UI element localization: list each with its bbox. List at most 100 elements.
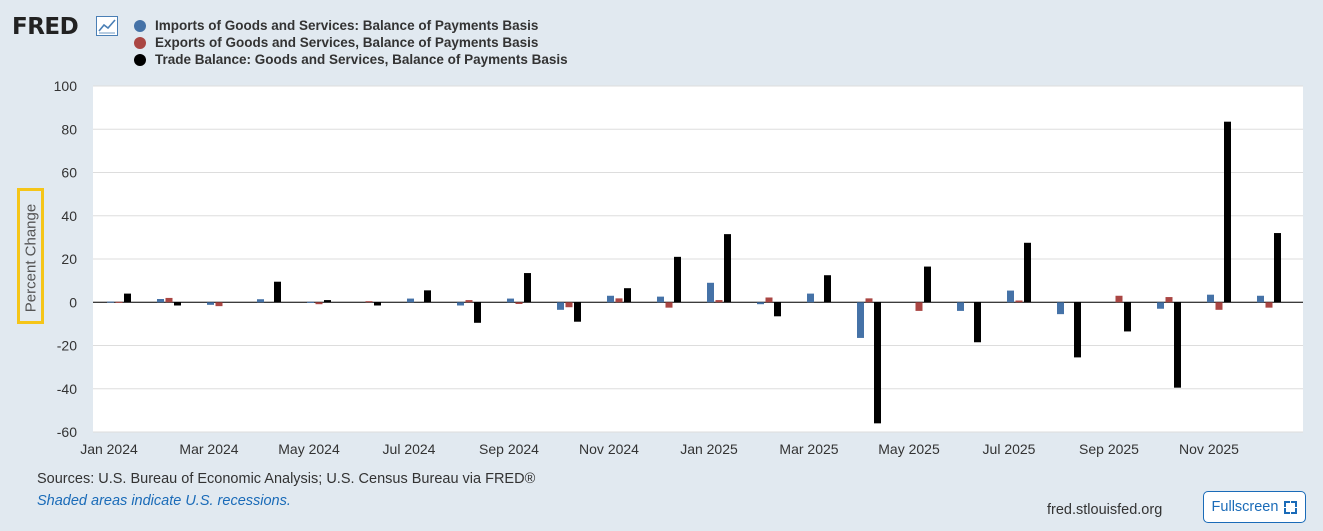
bar — [1215, 302, 1223, 310]
y-tick-label: -60 — [57, 424, 77, 440]
y-tick-label: 40 — [61, 208, 77, 224]
bar — [865, 298, 873, 303]
x-tick-label: Sep 2024 — [479, 441, 539, 457]
bar — [1224, 121, 1231, 303]
x-tick-label: Mar 2024 — [179, 441, 238, 457]
bar — [874, 302, 881, 424]
fullscreen-button[interactable]: Fullscreen — [1203, 491, 1306, 523]
bar — [524, 273, 531, 303]
bar — [707, 282, 714, 303]
bar — [557, 302, 564, 310]
bar — [857, 302, 864, 338]
bar — [974, 302, 981, 343]
bar — [465, 300, 473, 303]
x-tick-label: Jul 2025 — [983, 441, 1036, 457]
x-tick-label: Jan 2025 — [680, 441, 738, 457]
bar — [824, 275, 831, 303]
bar — [715, 300, 723, 303]
sources-text: Sources: U.S. Bureau of Economic Analysi… — [37, 471, 536, 487]
bar — [157, 299, 164, 303]
x-tick-label: Jan 2024 — [80, 441, 138, 457]
bar — [365, 301, 373, 303]
y-tick-label: 100 — [54, 78, 78, 94]
bar — [1015, 300, 1023, 303]
y-tick-label: 20 — [61, 251, 77, 267]
y-axis-label: Percent Change — [22, 203, 40, 313]
bar — [174, 302, 181, 306]
y-tick-label: -40 — [57, 381, 77, 397]
legend-dot — [134, 19, 146, 32]
bar — [674, 256, 681, 303]
bar — [1007, 290, 1014, 303]
legend-item[interactable]: Imports of Goods and Services: Balance o… — [134, 17, 568, 34]
bar — [774, 302, 781, 317]
bar — [115, 301, 123, 303]
y-tick-label: 60 — [61, 165, 77, 181]
bar — [457, 302, 464, 306]
legend-dot — [134, 53, 146, 66]
fullscreen-icon — [1284, 500, 1298, 514]
bar — [315, 302, 323, 305]
y-tick-label: 0 — [69, 294, 77, 310]
bar — [507, 298, 514, 303]
bar — [807, 293, 814, 303]
legend-item[interactable]: Trade Balance: Goods and Services, Balan… — [134, 51, 568, 68]
fullscreen-label: Fullscreen — [1211, 499, 1279, 515]
bar — [307, 301, 314, 303]
bar — [757, 302, 764, 305]
bar — [1207, 294, 1214, 303]
bar — [474, 302, 481, 323]
bar — [1115, 295, 1123, 303]
bar — [215, 302, 223, 307]
x-tick-label: May 2025 — [878, 441, 940, 457]
bar — [274, 281, 281, 303]
legend-label: Trade Balance: Goods and Services, Balan… — [155, 52, 568, 67]
x-tick-label: Jul 2024 — [383, 441, 436, 457]
x-tick-label: May 2024 — [278, 441, 340, 457]
bar — [1265, 302, 1273, 308]
bar — [324, 300, 331, 303]
y-tick-label: 80 — [61, 121, 77, 137]
bar — [1057, 302, 1064, 315]
bar — [124, 293, 131, 303]
logo-text: FRED — [12, 14, 79, 40]
bar — [574, 302, 581, 322]
bar — [665, 302, 673, 308]
fred-logo[interactable]: FRED — [12, 14, 79, 40]
bar — [407, 298, 414, 303]
legend-dot — [134, 36, 146, 49]
bar — [915, 302, 923, 311]
bar — [107, 301, 114, 303]
bar — [1074, 302, 1081, 358]
bar — [657, 296, 664, 303]
legend-label: Imports of Goods and Services: Balance o… — [155, 18, 539, 33]
bar — [957, 302, 964, 311]
bar — [607, 295, 614, 303]
recession-note: Shaded areas indicate U.S. recessions. — [37, 493, 291, 509]
x-tick-label: Nov 2024 — [579, 441, 639, 457]
bar — [765, 297, 773, 303]
bar — [1274, 233, 1281, 303]
bar — [1124, 302, 1131, 332]
bar — [1165, 297, 1173, 303]
bar — [565, 302, 573, 308]
x-tick-label: Mar 2025 — [779, 441, 838, 457]
x-tick-label: Nov 2025 — [1179, 441, 1239, 457]
site-url[interactable]: fred.stlouisfed.org — [1047, 502, 1163, 518]
legend-item[interactable]: Exports of Goods and Services, Balance o… — [134, 34, 568, 51]
y-tick-label: -20 — [57, 338, 77, 354]
bar — [1157, 302, 1164, 309]
legend-label: Exports of Goods and Services, Balance o… — [155, 35, 539, 50]
line-chart-icon — [96, 16, 118, 36]
bar — [1024, 242, 1031, 303]
bar — [1174, 302, 1181, 388]
bar — [624, 288, 631, 303]
bar — [257, 299, 264, 303]
bar — [924, 266, 931, 303]
bar — [515, 302, 523, 304]
bar — [615, 298, 623, 303]
bar — [1257, 295, 1264, 303]
bar — [724, 234, 731, 303]
bar — [374, 302, 381, 306]
